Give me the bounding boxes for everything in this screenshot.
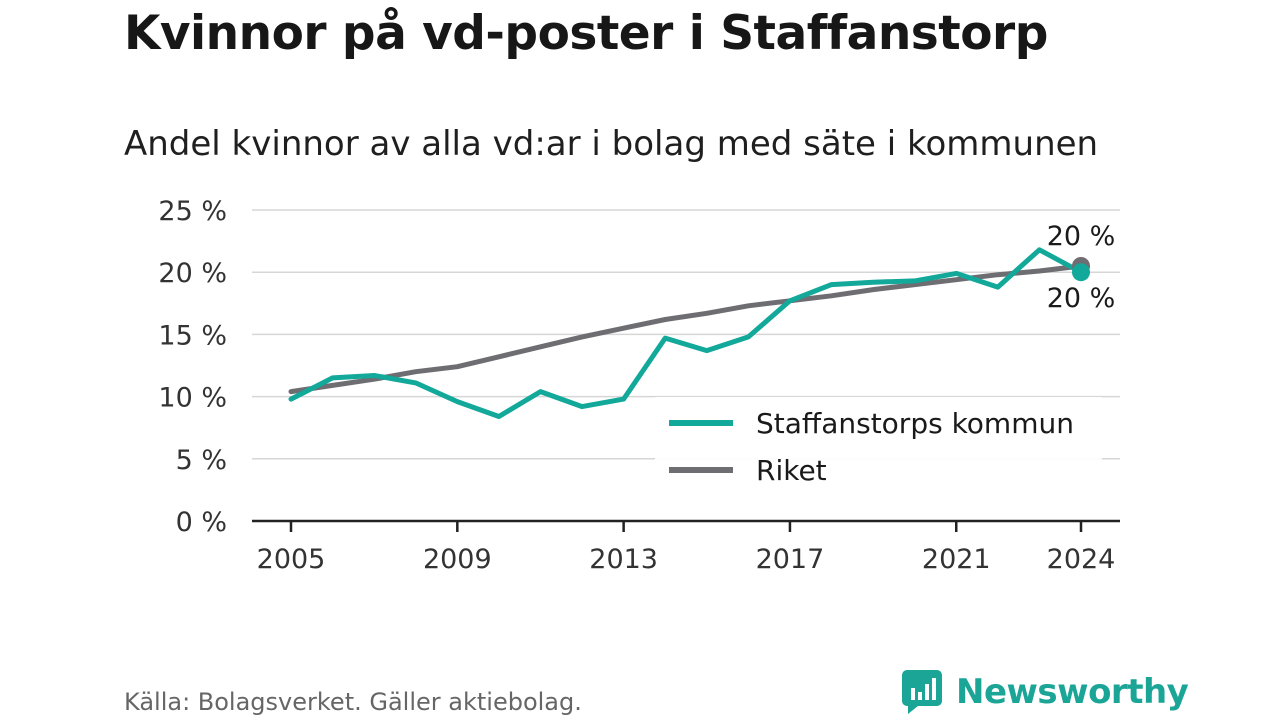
series-line-riket [288,263,1084,395]
end-label-riket: 20 % [1047,221,1116,252]
end-point-kommun [1072,263,1090,282]
x-tick-label: 2005 [257,544,326,575]
y-axis-ticks: 0 % 5 % 10 % 15 % 20 % 25 % [158,196,227,538]
source-note: Källa: Bolagsverket. Gäller aktiebolag. [124,688,582,716]
line-chart: 0 %5 %10 %15 %20 %25 % 2005 2009 2013 2017 2… [158,196,1120,575]
x-axis-ticks: 2005 2009 2013 2017 2021 2024 [252,519,1120,575]
y-tick-label: 5 % [176,445,227,476]
x-tick-label: 2021 [922,544,991,575]
chart-subtitle: Andel kvinnor av alla vd:ar i bolag med … [124,124,1099,164]
y-tick-label: 10 % [158,383,227,414]
y-tick-label: 20 % [158,258,227,289]
end-label-kommun: 20 % [1047,283,1116,314]
x-tick-label: 2017 [756,544,825,575]
x-tick-label: 2013 [589,544,658,575]
legend-label-riket: Riket [756,454,827,487]
end-labels: 20 % 20 % [1047,221,1116,314]
newsworthy-logo-icon [902,670,942,714]
legend-background [655,397,1102,493]
y-tick-label: 0 % [176,507,227,538]
series-line-kommun [288,247,1084,419]
legend: Staffanstorps kommun Riket [655,397,1102,493]
brand-name: Newsworthy [956,672,1189,712]
y-tick-label: 15 % [158,320,227,351]
brand-logo: Newsworthy [902,670,1189,714]
x-tick-label: 2024 [1047,544,1116,575]
series-lines [288,247,1090,419]
x-tick-label: 2009 [423,544,492,575]
legend-label-kommun: Staffanstorps kommun [756,407,1074,440]
y-tick-label: 25 % [158,196,227,227]
chart-title: Kvinnor på vd-poster i Staffanstorp [124,6,1048,61]
